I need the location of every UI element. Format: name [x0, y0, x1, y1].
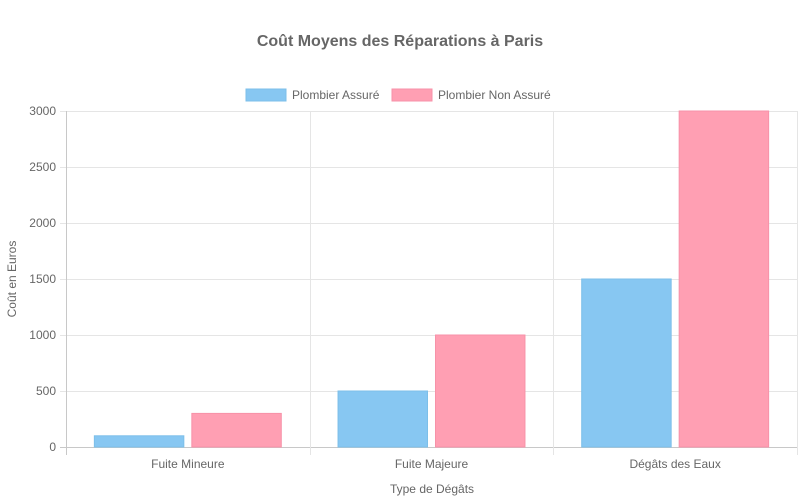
bar-plombier-non-assure-fuite-mineure[interactable] [191, 412, 282, 448]
y-axis-title: Coût en Euros [5, 241, 19, 318]
x-tick-label: Fuite Majeure [395, 457, 469, 471]
y-tick-label: 2500 [29, 160, 56, 174]
bar-plombier-assure-fuite-majeure[interactable] [337, 390, 428, 448]
x-tick-label: Fuite Mineure [151, 457, 225, 471]
bar-plombier-non-assure-degats-des-eaux[interactable] [678, 110, 770, 448]
bar-plombier-assure-degats-des-eaux[interactable] [581, 278, 672, 448]
legend-swatch-plombier-assure[interactable] [245, 88, 287, 102]
y-tick-label: 1000 [29, 328, 56, 342]
x-tick-label: Dégâts des Eaux [629, 457, 720, 471]
x-axis-title: Type de Dégâts [390, 482, 474, 496]
y-tick-label: 1500 [29, 272, 56, 286]
legend-label-plombier-non-assure[interactable]: Plombier Non Assuré [438, 88, 551, 102]
y-tick-label: 3000 [29, 104, 56, 118]
bars [93, 110, 770, 448]
chart-title: Coût Moyens des Réparations à Paris [257, 33, 543, 50]
bar-plombier-assure-fuite-mineure[interactable] [93, 435, 185, 448]
grid [60, 111, 798, 455]
legend: Plombier Assuré Plombier Non Assuré [245, 88, 551, 102]
legend-swatch-plombier-non-assure[interactable] [391, 88, 433, 102]
axes: 0 500 1000 1500 2000 2500 3000 Fuite Mineure Fui… [29, 104, 721, 471]
legend-label-plombier-assure[interactable]: Plombier Assuré [292, 88, 380, 102]
y-tick-label: 2000 [29, 216, 56, 230]
bar-plombier-non-assure-fuite-majeure[interactable] [435, 334, 526, 448]
y-tick-label: 0 [49, 440, 56, 454]
y-tick-label: 500 [36, 384, 56, 398]
